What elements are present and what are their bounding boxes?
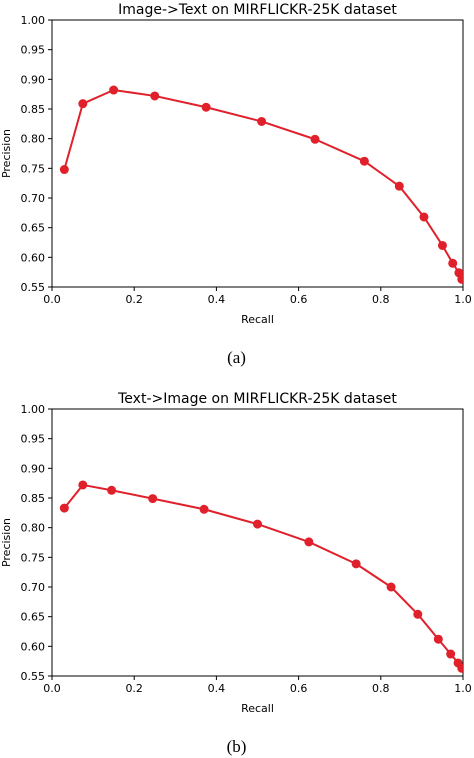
y-tick-label: 0.85: [21, 492, 46, 505]
y-tick-label: 0.80: [21, 522, 46, 535]
data-point: [448, 258, 458, 268]
y-tick-label: 0.80: [21, 133, 46, 146]
x-tick-label: 0.4: [208, 293, 226, 306]
data-point: [78, 99, 88, 109]
y-tick-label: 0.85: [21, 103, 46, 116]
data-point: [59, 165, 69, 175]
x-axis-label: Recall: [241, 313, 274, 326]
data-point: [437, 240, 447, 250]
data-point: [351, 559, 361, 569]
y-tick-label: 1.00: [21, 14, 46, 27]
data-point: [394, 181, 404, 191]
y-tick-label: 0.65: [21, 611, 46, 624]
y-tick-label: 0.70: [21, 581, 46, 594]
data-point: [253, 519, 262, 529]
series-a: [59, 85, 463, 284]
data-point: [310, 134, 320, 144]
y-tick-label: 0.75: [21, 162, 46, 175]
y-tick-label: 0.90: [21, 462, 46, 475]
x-tick-label: 0.2: [125, 293, 143, 306]
y-tick-label: 0.70: [21, 192, 46, 205]
data-point: [419, 212, 429, 222]
data-point: [446, 649, 456, 659]
x-axis-label: Recall: [241, 702, 274, 715]
figure-caption: (a): [227, 348, 246, 367]
chart-title: Image->Text on MIRFLICKR-25K dataset: [118, 2, 397, 18]
chart-panel-a: Image->Text on MIRFLICKR-25K dataset 0.55…: [0, 2, 472, 367]
data-point: [413, 609, 423, 619]
chart-title: Text->Image on MIRFLICKR-25K dataset: [117, 391, 397, 407]
series-b: [59, 480, 463, 673]
x-tick-label: 0.4: [208, 682, 226, 695]
data-point: [199, 504, 209, 514]
y-tick-label: 0.60: [21, 251, 46, 264]
y-tick-label: 0.60: [21, 640, 46, 653]
x-tick-label: 0.6: [290, 682, 308, 695]
data-point: [457, 274, 463, 284]
data-point: [386, 582, 396, 592]
data-point: [304, 537, 314, 547]
x-tick-label: 1.0: [454, 293, 472, 306]
y-tick-label: 0.65: [21, 222, 46, 235]
series-line: [63, 483, 463, 669]
y-tick-label: 0.55: [21, 281, 46, 294]
figure-caption: (b): [227, 737, 247, 756]
data-point: [78, 480, 88, 490]
y-tick-label: 0.95: [21, 44, 46, 57]
y-tick-label: 0.95: [21, 433, 46, 446]
x-tick-label: 0.8: [372, 682, 390, 695]
y-tick-label: 0.90: [21, 73, 46, 86]
y-axis-label: Precision: [0, 518, 13, 567]
x-tick-label: 0.8: [372, 293, 390, 306]
y-tick-label: 0.55: [21, 670, 46, 683]
y-axis-label: Precision: [0, 129, 13, 178]
plot-frame: [51, 408, 464, 677]
data-point: [150, 91, 160, 101]
data-point: [359, 156, 369, 166]
data-point: [257, 116, 267, 126]
x-tick-label: 0.2: [125, 682, 143, 695]
data-point: [59, 503, 69, 513]
data-point: [109, 85, 119, 95]
x-tick-label: 0.0: [43, 682, 61, 695]
x-tick-label: 0.0: [43, 293, 61, 306]
y-tick-label: 0.75: [21, 551, 46, 564]
data-point: [433, 634, 443, 644]
data-point: [201, 102, 211, 112]
data-point: [107, 485, 117, 495]
x-tick-label: 0.6: [290, 293, 308, 306]
chart-panel-b: Text->Image on MIRFLICKR-25K dataset 0.55…: [0, 391, 472, 756]
data-point: [457, 663, 463, 673]
plot-frame: [51, 19, 464, 288]
y-tick-label: 1.00: [21, 403, 46, 416]
x-tick-label: 1.0: [454, 682, 472, 695]
data-point: [148, 494, 158, 504]
